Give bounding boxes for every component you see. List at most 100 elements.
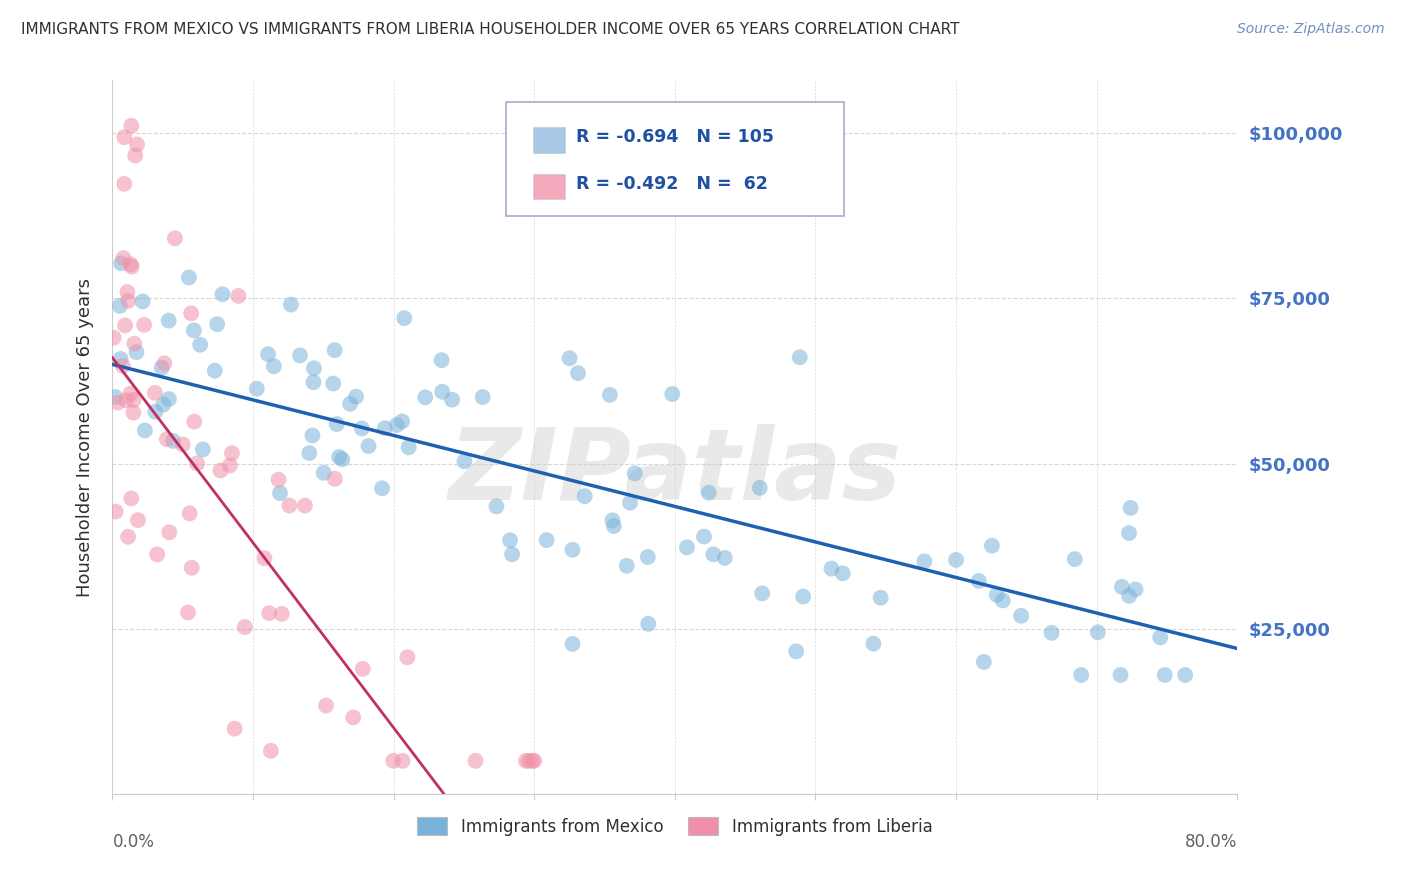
- Point: [328, 450, 350, 464]
- Point: [501, 547, 523, 561]
- Point: [280, 297, 302, 311]
- Point: [1070, 668, 1092, 682]
- Point: [676, 541, 699, 555]
- Point: [180, 561, 202, 575]
- Point: [751, 586, 773, 600]
- Point: [323, 343, 346, 358]
- Point: [177, 606, 200, 620]
- Text: ZIPatlas: ZIPatlas: [449, 425, 901, 521]
- Point: [862, 637, 884, 651]
- Point: [122, 392, 145, 407]
- Point: [1118, 589, 1140, 603]
- Point: [120, 491, 142, 506]
- Point: [110, 256, 132, 270]
- Point: [616, 558, 638, 573]
- Point: [177, 270, 200, 285]
- Point: [391, 754, 413, 768]
- Point: [121, 260, 143, 274]
- Point: [350, 421, 373, 435]
- Point: [371, 481, 394, 495]
- Point: [453, 454, 475, 468]
- Point: [156, 432, 179, 446]
- Point: [157, 525, 180, 540]
- Text: R = -0.492   N =  62: R = -0.492 N = 62: [576, 175, 768, 193]
- Point: [163, 231, 186, 245]
- Point: [523, 754, 546, 768]
- Point: [374, 421, 396, 435]
- Text: 80.0%: 80.0%: [1185, 833, 1237, 851]
- Point: [430, 353, 453, 368]
- Point: [180, 306, 202, 320]
- Point: [153, 356, 176, 370]
- Point: [912, 554, 935, 568]
- Point: [326, 417, 349, 431]
- Point: [117, 530, 139, 544]
- Point: [357, 439, 380, 453]
- FancyBboxPatch shape: [506, 102, 844, 216]
- Point: [152, 398, 174, 412]
- Point: [122, 406, 145, 420]
- Point: [294, 499, 316, 513]
- Point: [260, 744, 283, 758]
- Point: [302, 361, 325, 376]
- Point: [391, 414, 413, 428]
- Point: [124, 148, 146, 162]
- Point: [278, 499, 301, 513]
- Point: [104, 390, 127, 404]
- Point: [117, 285, 139, 299]
- Point: [637, 549, 659, 564]
- Point: [114, 318, 136, 333]
- Point: [702, 547, 724, 561]
- Point: [157, 313, 180, 327]
- Point: [269, 486, 291, 500]
- Point: [661, 387, 683, 401]
- Point: [103, 331, 125, 345]
- Point: [1153, 668, 1175, 682]
- Point: [125, 137, 148, 152]
- Point: [179, 507, 201, 521]
- Point: [792, 590, 814, 604]
- Point: [183, 415, 205, 429]
- FancyBboxPatch shape: [533, 174, 565, 200]
- Point: [973, 655, 995, 669]
- Legend: Immigrants from Mexico, Immigrants from Liberia: Immigrants from Mexico, Immigrants from …: [411, 811, 939, 843]
- Point: [697, 485, 720, 500]
- Point: [561, 637, 583, 651]
- Text: 0.0%: 0.0%: [112, 833, 155, 851]
- Point: [1119, 500, 1142, 515]
- Point: [1174, 668, 1197, 682]
- Point: [1125, 582, 1147, 597]
- Point: [352, 662, 374, 676]
- Point: [471, 390, 494, 404]
- Point: [574, 489, 596, 503]
- Point: [339, 397, 361, 411]
- Point: [619, 496, 641, 510]
- Point: [143, 405, 166, 419]
- Point: [713, 550, 735, 565]
- Point: [110, 351, 132, 366]
- Point: [117, 293, 139, 308]
- Point: [112, 251, 135, 265]
- Point: [115, 393, 138, 408]
- Point: [204, 364, 226, 378]
- Point: [150, 360, 173, 375]
- Point: [789, 351, 811, 365]
- Point: [270, 607, 292, 621]
- Point: [112, 177, 135, 191]
- Point: [125, 345, 148, 359]
- Point: [558, 351, 581, 366]
- Point: [567, 366, 589, 380]
- Point: [312, 466, 335, 480]
- Point: [1149, 631, 1171, 645]
- Point: [396, 650, 419, 665]
- Point: [188, 337, 211, 351]
- Point: [228, 289, 250, 303]
- Point: [785, 644, 807, 658]
- Point: [257, 347, 280, 361]
- Point: [131, 294, 153, 309]
- Y-axis label: Householder Income Over 65 years: Householder Income Over 65 years: [76, 277, 94, 597]
- Point: [1087, 625, 1109, 640]
- FancyBboxPatch shape: [533, 128, 565, 153]
- Point: [831, 566, 853, 581]
- Point: [127, 513, 149, 527]
